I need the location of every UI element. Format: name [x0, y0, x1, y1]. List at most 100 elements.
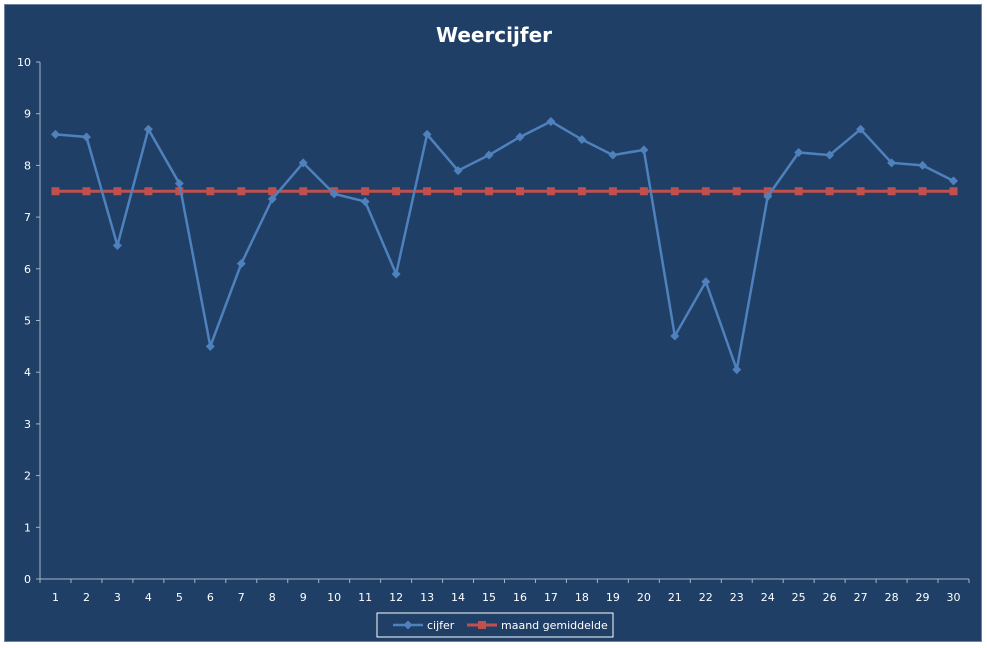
x-tick-label: 14: [451, 591, 465, 604]
marker-diamond: [422, 129, 432, 139]
marker-square: [485, 187, 494, 196]
legend-label-average: maand gemiddelde: [501, 619, 608, 632]
marker-square: [546, 187, 555, 196]
marker-diamond: [639, 145, 649, 155]
marker-square: [577, 187, 586, 196]
marker-square: [361, 187, 370, 196]
marker-square: [268, 187, 277, 196]
marker-diamond: [329, 189, 339, 199]
x-tick-label: 28: [885, 591, 899, 604]
marker-square: [670, 187, 679, 196]
marker-square: [423, 187, 432, 196]
marker-square: [794, 187, 803, 196]
x-tick-label: 27: [854, 591, 868, 604]
marker-square: [51, 187, 60, 196]
marker-diamond: [825, 150, 835, 160]
x-tick-label: 13: [420, 591, 434, 604]
y-tick-label: 3: [24, 418, 31, 431]
marker-diamond: [763, 191, 773, 201]
legend-label-cijfer: cijfer: [427, 619, 455, 632]
marker-diamond: [391, 269, 401, 279]
chart-area: Weercijfer 0 1 2 3 4 5 6 7 8 9 10 1 2 3 4 5 6 7 8 9 10 11 12 13…: [4, 4, 982, 642]
marker-diamond: [360, 197, 370, 207]
x-tick-label: 26: [823, 591, 837, 604]
marker-square: [515, 187, 524, 196]
marker-square: [82, 187, 91, 196]
marker-diamond: [546, 116, 556, 126]
y-tick-label: 8: [24, 159, 31, 172]
marker-diamond: [794, 147, 804, 157]
series-line-0: [55, 120, 955, 375]
y-tick-label: 7: [24, 211, 31, 224]
y-tick-label: 2: [24, 470, 31, 483]
marker-square: [887, 187, 896, 196]
marker-square: [639, 187, 648, 196]
x-tick-label: 16: [513, 591, 527, 604]
marker-diamond: [81, 132, 91, 142]
x-tick-label: 23: [730, 591, 744, 604]
marker-square: [825, 187, 834, 196]
marker-square: [608, 187, 617, 196]
x-tick-label: 21: [668, 591, 682, 604]
marker-diamond: [50, 129, 60, 139]
x-tick-label: 6: [207, 591, 214, 604]
y-tick-label: 0: [24, 573, 31, 586]
x-tick-label: 29: [916, 591, 930, 604]
marker-square: [763, 187, 772, 196]
marker-square: [918, 187, 927, 196]
x-tick-label: 11: [358, 591, 372, 604]
y-tick-label: 10: [17, 56, 31, 69]
marker-diamond: [515, 132, 525, 142]
chart-title: Weercijfer: [435, 23, 553, 47]
x-tick-label: 8: [269, 591, 276, 604]
marker-square: [144, 187, 153, 196]
marker-diamond: [577, 135, 587, 145]
x-tick-label: 17: [544, 591, 558, 604]
x-tick-label: 18: [575, 591, 589, 604]
marker-diamond: [949, 176, 959, 186]
marker-square: [701, 187, 710, 196]
marker-diamond: [174, 178, 184, 188]
y-tick-label: 9: [24, 108, 31, 121]
x-tick-label: 15: [482, 591, 496, 604]
marker-square: [454, 187, 463, 196]
y-tick-label: 5: [24, 315, 31, 328]
marker-diamond: [918, 160, 928, 170]
legend-marker-average: [478, 621, 486, 629]
marker-square: [949, 187, 958, 196]
marker-square: [175, 187, 184, 196]
x-tick-label: 19: [606, 591, 620, 604]
y-tick-label: 6: [24, 263, 31, 276]
x-tick-label: 24: [761, 591, 775, 604]
x-tick-label: 5: [176, 591, 183, 604]
marker-square: [299, 187, 308, 196]
marker-diamond: [608, 150, 618, 160]
marker-square: [206, 187, 215, 196]
x-tick-label: 20: [637, 591, 651, 604]
x-tick-label: 7: [238, 591, 245, 604]
marker-square: [237, 187, 246, 196]
marker-diamond: [732, 365, 742, 375]
marker-diamond: [887, 158, 897, 168]
marker-diamond: [670, 331, 680, 341]
marker-square: [856, 187, 865, 196]
marker-diamond: [484, 150, 494, 160]
marker-diamond: [143, 124, 153, 134]
x-tick-label: 25: [792, 591, 806, 604]
marker-square: [392, 187, 401, 196]
x-tick-label: 9: [300, 591, 307, 604]
x-tick-label: 10: [327, 591, 341, 604]
x-tick-label: 3: [114, 591, 121, 604]
marker-diamond: [267, 194, 277, 204]
x-tick-label: 4: [145, 591, 152, 604]
marker-diamond: [112, 241, 122, 251]
marker-square: [113, 187, 122, 196]
x-tick-label: 22: [699, 591, 713, 604]
marker-diamond: [205, 341, 215, 351]
y-tick-label: 4: [24, 366, 31, 379]
marker-diamond: [298, 158, 308, 168]
marker-diamond: [453, 166, 463, 176]
marker-square: [732, 187, 741, 196]
marker-diamond: [856, 124, 866, 134]
